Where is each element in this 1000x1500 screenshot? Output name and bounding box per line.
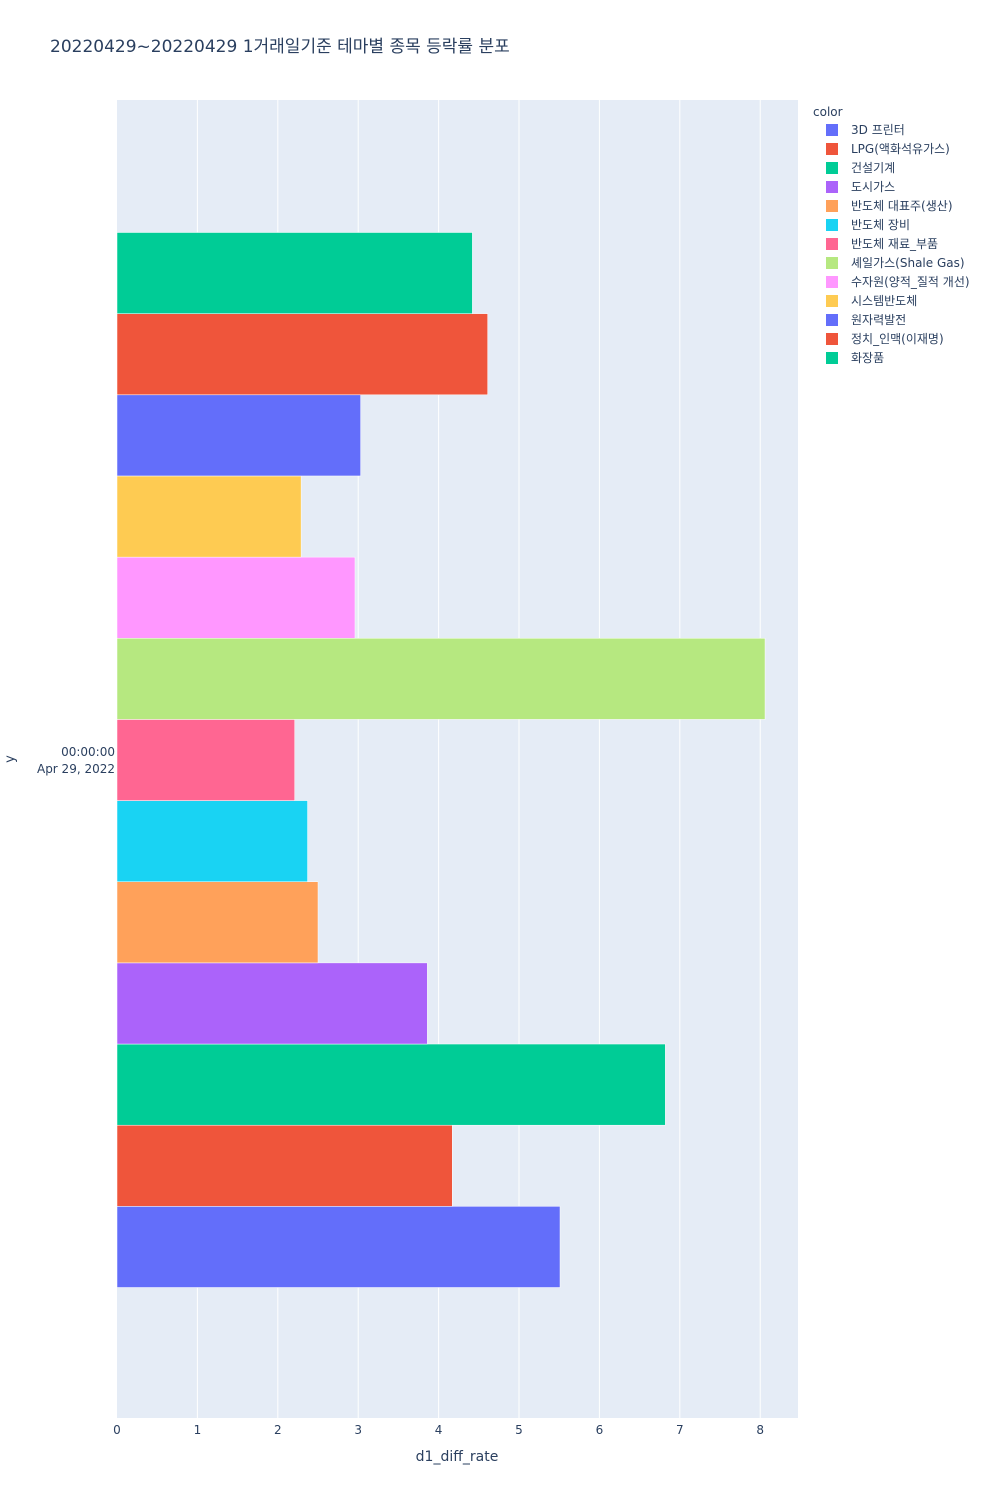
bar[interactable] xyxy=(116,475,302,558)
x-tick-label: 7 xyxy=(676,1423,684,1437)
legend-label: 반도체 재료_부품 xyxy=(851,237,938,251)
legend-label: 셰일가스(Shale Gas) xyxy=(851,256,965,270)
legend-swatch xyxy=(826,295,838,307)
y-axis-title: y xyxy=(3,755,18,763)
x-tick-label: 3 xyxy=(354,1423,362,1437)
legend-title: color xyxy=(813,105,843,119)
legend-label: 3D 프린터 xyxy=(851,123,905,137)
bar[interactable] xyxy=(116,232,473,314)
legend-label: LPG(액화석유가스) xyxy=(851,142,950,156)
legend-item[interactable]: 반도체 재료_부품 xyxy=(826,237,938,251)
bar[interactable] xyxy=(116,394,361,477)
legend-label: 정치_인맥(이재명) xyxy=(851,332,944,346)
legend-item[interactable]: 정치_인맥(이재명) xyxy=(826,332,944,346)
legend-label: 반도체 장비 xyxy=(851,218,910,232)
legend-label: 화장품 xyxy=(851,351,884,365)
legend-swatch xyxy=(826,219,838,231)
legend-swatch xyxy=(826,352,838,364)
legend-item[interactable]: 도시가스 xyxy=(826,180,895,194)
legend-item[interactable]: 시스템반도체 xyxy=(826,294,917,308)
legend-swatch xyxy=(826,162,838,174)
legend-swatch xyxy=(826,124,838,136)
legend-item[interactable]: 화장품 xyxy=(826,351,884,365)
bar[interactable] xyxy=(116,719,295,801)
bar[interactable] xyxy=(116,1124,453,1207)
bar[interactable] xyxy=(116,556,356,639)
chart-title: 20220429~20220429 1거래일기준 테마별 종목 등락률 분포 xyxy=(50,37,510,57)
bar[interactable] xyxy=(116,881,319,964)
bar[interactable] xyxy=(116,638,766,720)
legend-label: 건설기계 xyxy=(851,161,895,175)
legend-item[interactable]: 셰일가스(Shale Gas) xyxy=(826,256,965,270)
x-tick-label: 2 xyxy=(274,1423,282,1437)
legend-label: 도시가스 xyxy=(851,180,895,194)
legend-label: 수자원(양적_질적 개선) xyxy=(851,275,970,289)
legend-item[interactable]: 반도체 장비 xyxy=(826,218,910,232)
x-axis-title: d1_diff_rate xyxy=(416,1449,499,1465)
bars xyxy=(116,232,766,1288)
x-tick-labels: 0 1 2 3 4 5 6 7 8 xyxy=(113,1423,764,1437)
x-tick-label: 6 xyxy=(596,1423,604,1437)
legend-swatch xyxy=(826,238,838,250)
legend-item[interactable]: 반도체 대표주(생산) xyxy=(826,199,953,213)
legend-swatch xyxy=(826,143,838,155)
legend-swatch xyxy=(826,257,838,269)
legend-swatch xyxy=(826,314,838,326)
bar[interactable] xyxy=(116,313,488,396)
x-tick-label: 4 xyxy=(435,1423,443,1437)
legend-item[interactable]: 3D 프린터 xyxy=(826,123,905,137)
y-category-date: Apr 29, 2022 xyxy=(37,762,115,776)
bar[interactable] xyxy=(116,1206,561,1288)
x-tick-label: 0 xyxy=(113,1423,121,1437)
legend-label: 원자력발전 xyxy=(851,313,906,327)
legend-item[interactable]: 원자력발전 xyxy=(826,313,906,327)
bar[interactable] xyxy=(116,962,428,1045)
x-tick-label: 5 xyxy=(515,1423,523,1437)
x-tick-label: 1 xyxy=(194,1423,202,1437)
legend-label: 시스템반도체 xyxy=(851,294,917,308)
legend-swatch xyxy=(826,276,838,288)
legend-swatch xyxy=(826,181,838,193)
bar[interactable] xyxy=(116,1043,666,1126)
legend-label: 반도체 대표주(생산) xyxy=(851,199,953,213)
legend-item[interactable]: 수자원(양적_질적 개선) xyxy=(826,275,970,289)
legend-swatch xyxy=(826,333,838,345)
legend-item[interactable]: LPG(액화석유가스) xyxy=(826,142,950,156)
y-category-time: 00:00:00 xyxy=(61,745,115,759)
x-tick-label: 8 xyxy=(756,1423,764,1437)
legend-swatch xyxy=(826,200,838,212)
bar[interactable] xyxy=(116,800,308,882)
legend-item[interactable]: 건설기계 xyxy=(826,161,895,175)
